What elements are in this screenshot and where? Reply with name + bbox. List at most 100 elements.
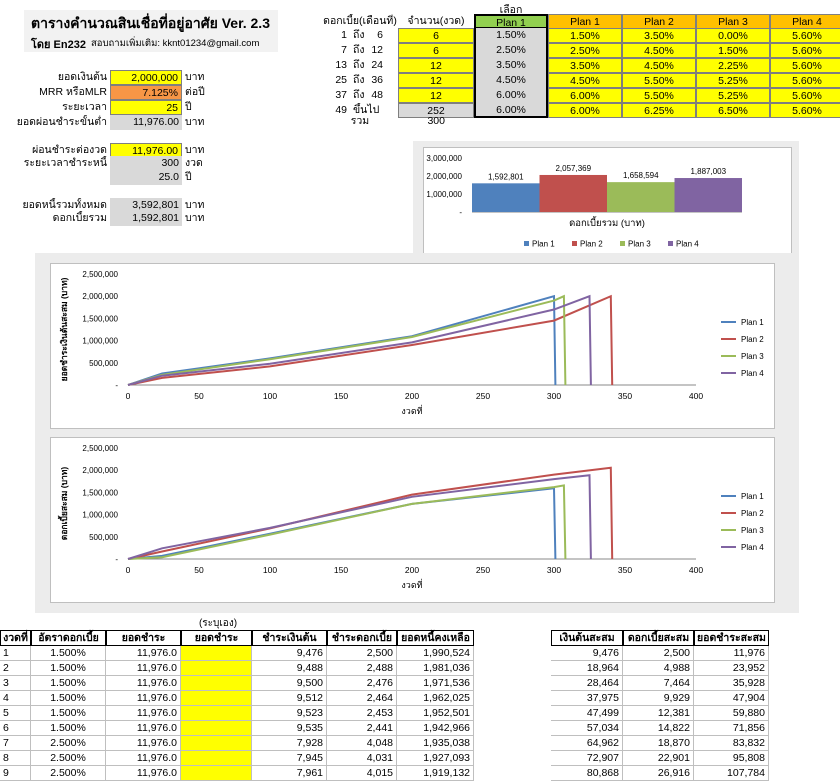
rate-sum-value: 300 <box>427 115 445 127</box>
min-pay-unit: บาท <box>185 116 205 128</box>
rate-row-p2[interactable]: 3.50% <box>622 28 696 43</box>
principal-line-chart[interactable]: - 500,000 1,000,000 1,500,000 2,000,000 2,500… <box>50 263 775 429</box>
line-y-tick-label: 500,000 <box>89 359 118 368</box>
rate-row-count[interactable]: 12 <box>398 58 474 73</box>
cumulative-cell: 7,464 <box>623 676 694 691</box>
rate-row-p3[interactable]: 6.50% <box>696 103 770 118</box>
rate-row-p3[interactable]: 2.25% <box>696 58 770 73</box>
manual-payment-input[interactable] <box>181 691 252 706</box>
schedule-header-4: ชำระเงินต้น <box>252 630 327 646</box>
rate-row-p1[interactable]: 3.50% <box>548 58 622 73</box>
table-cell: 11,976.0 <box>106 706 181 721</box>
plan-header-4[interactable]: Plan 4 <box>770 14 840 29</box>
plan-header-0[interactable]: Plan 1 <box>474 14 548 29</box>
rate-row-p2[interactable]: 5.50% <box>622 73 696 88</box>
table-cell: 11,976.0 <box>106 751 181 766</box>
rate-row-count[interactable]: 12 <box>398 73 474 88</box>
rate-row-p1[interactable]: 6.00% <box>548 88 622 103</box>
interest-unit: บาท <box>185 212 205 224</box>
table-cell: 7,961 <box>252 766 327 781</box>
interest-line-chart[interactable]: - 500,000 1,000,000 1,500,000 2,000,000 2,500… <box>50 437 775 603</box>
rate-row-p3[interactable]: 5.25% <box>696 73 770 88</box>
cumulative-cell: 107,784 <box>694 766 769 781</box>
rate-row-p4[interactable]: 5.60% <box>770 58 840 73</box>
rate-row-sep: ขึ้นไป <box>353 104 380 116</box>
rate-row-p1[interactable]: 6.00% <box>548 103 622 118</box>
table-cell: 1,942,966 <box>397 721 474 736</box>
table-cell: 9,523 <box>252 706 327 721</box>
rate-row-count[interactable]: 6 <box>398 28 474 43</box>
rate-row-sep: ถึง <box>353 89 365 101</box>
rate-sum-label: รวม <box>350 115 370 127</box>
rate-row-p3[interactable]: 5.25% <box>696 88 770 103</box>
series-line-plan-1 <box>127 487 557 560</box>
line-x-tick-label: 50 <box>194 565 204 575</box>
bar-chart[interactable]: - 1,000,000 2,000,000 3,000,000 1,592,801 2,0… <box>423 147 792 262</box>
cumulative-cell: 37,975 <box>551 691 623 706</box>
rate-row-p4[interactable]: 5.60% <box>770 43 840 58</box>
rate-row-selected: 6.00% <box>474 88 548 103</box>
period-value: 300 <box>110 156 182 171</box>
rate-row-p2[interactable]: 5.50% <box>622 88 696 103</box>
bar-y-tick-label: 2,000,000 <box>426 172 462 181</box>
table-cell: 11,976.0 <box>106 736 181 751</box>
table-cell: 4,015 <box>327 766 397 781</box>
rate-row-p1[interactable]: 2.50% <box>548 43 622 58</box>
manual-payment-input[interactable] <box>181 736 252 751</box>
table-cell: 4,048 <box>327 736 397 751</box>
interest-line-chart-svg: - 500,000 1,000,000 1,500,000 2,000,000 2,500… <box>57 444 764 590</box>
rate-row-selected: 2.50% <box>474 43 548 58</box>
legend-swatch-2 <box>572 241 577 246</box>
manual-payment-input[interactable] <box>181 646 252 661</box>
line-y-tick-label: 2,000,000 <box>82 466 118 475</box>
rate-row-to: 48 <box>371 89 383 101</box>
col-count-header: จำนวน(งวด) <box>407 15 465 27</box>
manual-payment-input[interactable] <box>181 751 252 766</box>
manual-payment-input[interactable] <box>181 676 252 691</box>
cumulative-cell: 18,964 <box>551 661 623 676</box>
rate-row-p2[interactable]: 4.50% <box>622 43 696 58</box>
rate-row-count[interactable]: 6 <box>398 43 474 58</box>
rate-row-to: 36 <box>371 74 383 86</box>
rate-row-p4[interactable]: 5.60% <box>770 73 840 88</box>
rate-row-count[interactable]: 12 <box>398 88 474 103</box>
rate-row-p1[interactable]: 1.50% <box>548 28 622 43</box>
term-input[interactable]: 25 <box>110 100 182 115</box>
pay-input[interactable]: 11,976.00 <box>110 143 182 158</box>
cumulative-cell: 95,808 <box>694 751 769 766</box>
rate-row-count[interactable]: 252 <box>398 103 474 118</box>
principal-input[interactable]: 2,000,000 <box>110 70 182 85</box>
manual-payment-input[interactable] <box>181 721 252 736</box>
rate-row-p2[interactable]: 4.50% <box>622 58 696 73</box>
rate-row-from: 13 <box>335 59 347 71</box>
legend-label: Plan 2 <box>580 240 603 249</box>
table-cell: 1,927,093 <box>397 751 474 766</box>
series-line-plan-4 <box>127 294 592 386</box>
manual-payment-input[interactable] <box>181 766 252 781</box>
line-y-tick-label: 1,500,000 <box>82 488 118 497</box>
line-x-tick-label: 200 <box>405 565 419 575</box>
rate-row-p3[interactable]: 1.50% <box>696 43 770 58</box>
plan-header-2[interactable]: Plan 2 <box>622 14 696 29</box>
bar-data-label: 1,592,801 <box>488 172 524 181</box>
plan-header-3[interactable]: Plan 3 <box>696 14 770 29</box>
table-cell: 6 <box>0 721 31 736</box>
plan-header-1[interactable]: Plan 1 <box>548 14 622 29</box>
line-y-axis-label: ดอกเบี้ยสะสม (บาท) <box>57 467 69 541</box>
manual-payment-input[interactable] <box>181 661 252 676</box>
manual-payment-input[interactable] <box>181 706 252 721</box>
rate-row-p3[interactable]: 0.00% <box>696 28 770 43</box>
rate-row-p1[interactable]: 4.50% <box>548 73 622 88</box>
line-x-tick-label: 250 <box>476 565 490 575</box>
rate-row-p2[interactable]: 6.25% <box>622 103 696 118</box>
cumulative-cell: 9,476 <box>551 646 623 661</box>
rate-input[interactable]: 7.125% <box>110 85 182 100</box>
rate-row-p4[interactable]: 5.60% <box>770 103 840 118</box>
principal-label: ยอดเงินต้น <box>57 71 107 83</box>
cumulative-cell: 64,962 <box>551 736 623 751</box>
rate-row-p4[interactable]: 5.60% <box>770 88 840 103</box>
header-panel <box>24 10 278 52</box>
line-y-tick-label: 1,000,000 <box>82 511 118 520</box>
rate-row-p4[interactable]: 5.60% <box>770 28 840 43</box>
col-period-header: ดอกเบี้ย(เดือนที่) <box>323 15 397 27</box>
